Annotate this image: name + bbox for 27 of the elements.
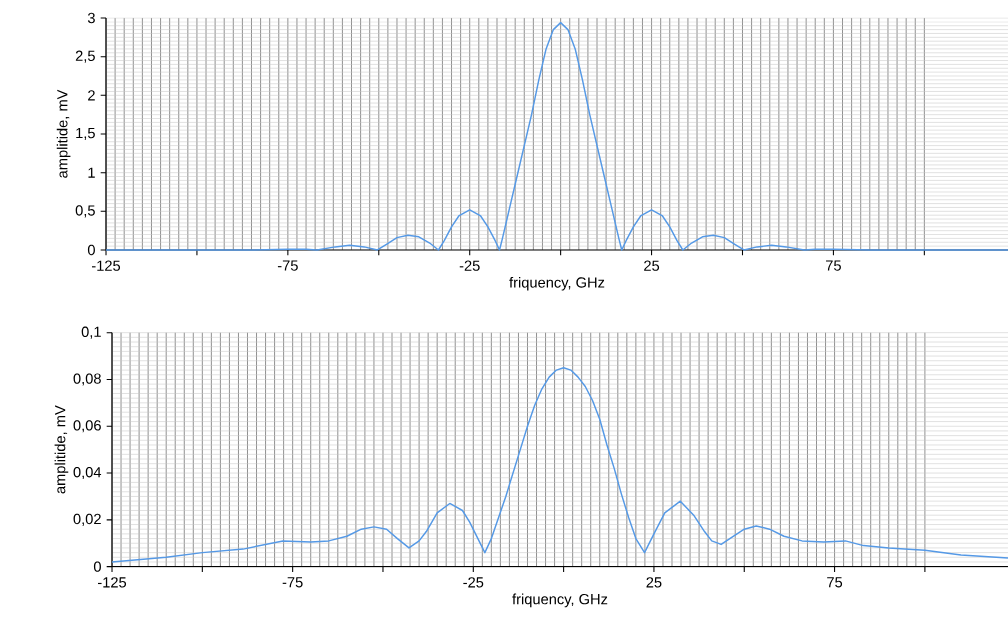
y-tick-label: 0,08: [73, 373, 101, 386]
y-tick-label: 1: [88, 167, 95, 178]
y-tick-label: 0,02: [73, 513, 101, 526]
x-tick-label: -75: [277, 260, 298, 271]
y-tick-label: 3: [87, 12, 95, 24]
x-tick-label: -125: [97, 577, 127, 588]
x-tick-label: -25: [463, 577, 484, 588]
y-tick-label: 2: [88, 90, 95, 101]
y-tick-label: 0,5: [75, 205, 95, 218]
y-tick-label: 0: [87, 244, 95, 256]
y-tick-label: 2,5: [75, 50, 95, 63]
x-tick-label: -125: [91, 260, 121, 271]
y-tick-label: 0,06: [73, 420, 101, 433]
x-tick-label: 75: [826, 260, 841, 271]
x-tick-label: -25: [459, 260, 480, 271]
x-axis-title: friquency, GHz: [509, 276, 605, 291]
y-axis-title: amplitide, mV: [54, 405, 69, 494]
y-tick-label: 0: [93, 561, 101, 572]
x-tick-label: -75: [282, 577, 303, 588]
y-tick-label: 1,5: [76, 128, 95, 140]
x-axis-title: friquency, GHz: [512, 593, 608, 608]
y-axis-title: amplitide, mV: [56, 89, 71, 178]
y-tick-label: 0,1: [81, 326, 101, 339]
y-tick-label: 0,04: [73, 467, 102, 480]
x-tick-label: 75: [827, 577, 843, 588]
x-tick-label: 25: [644, 260, 660, 271]
x-tick-label: 25: [646, 577, 662, 588]
